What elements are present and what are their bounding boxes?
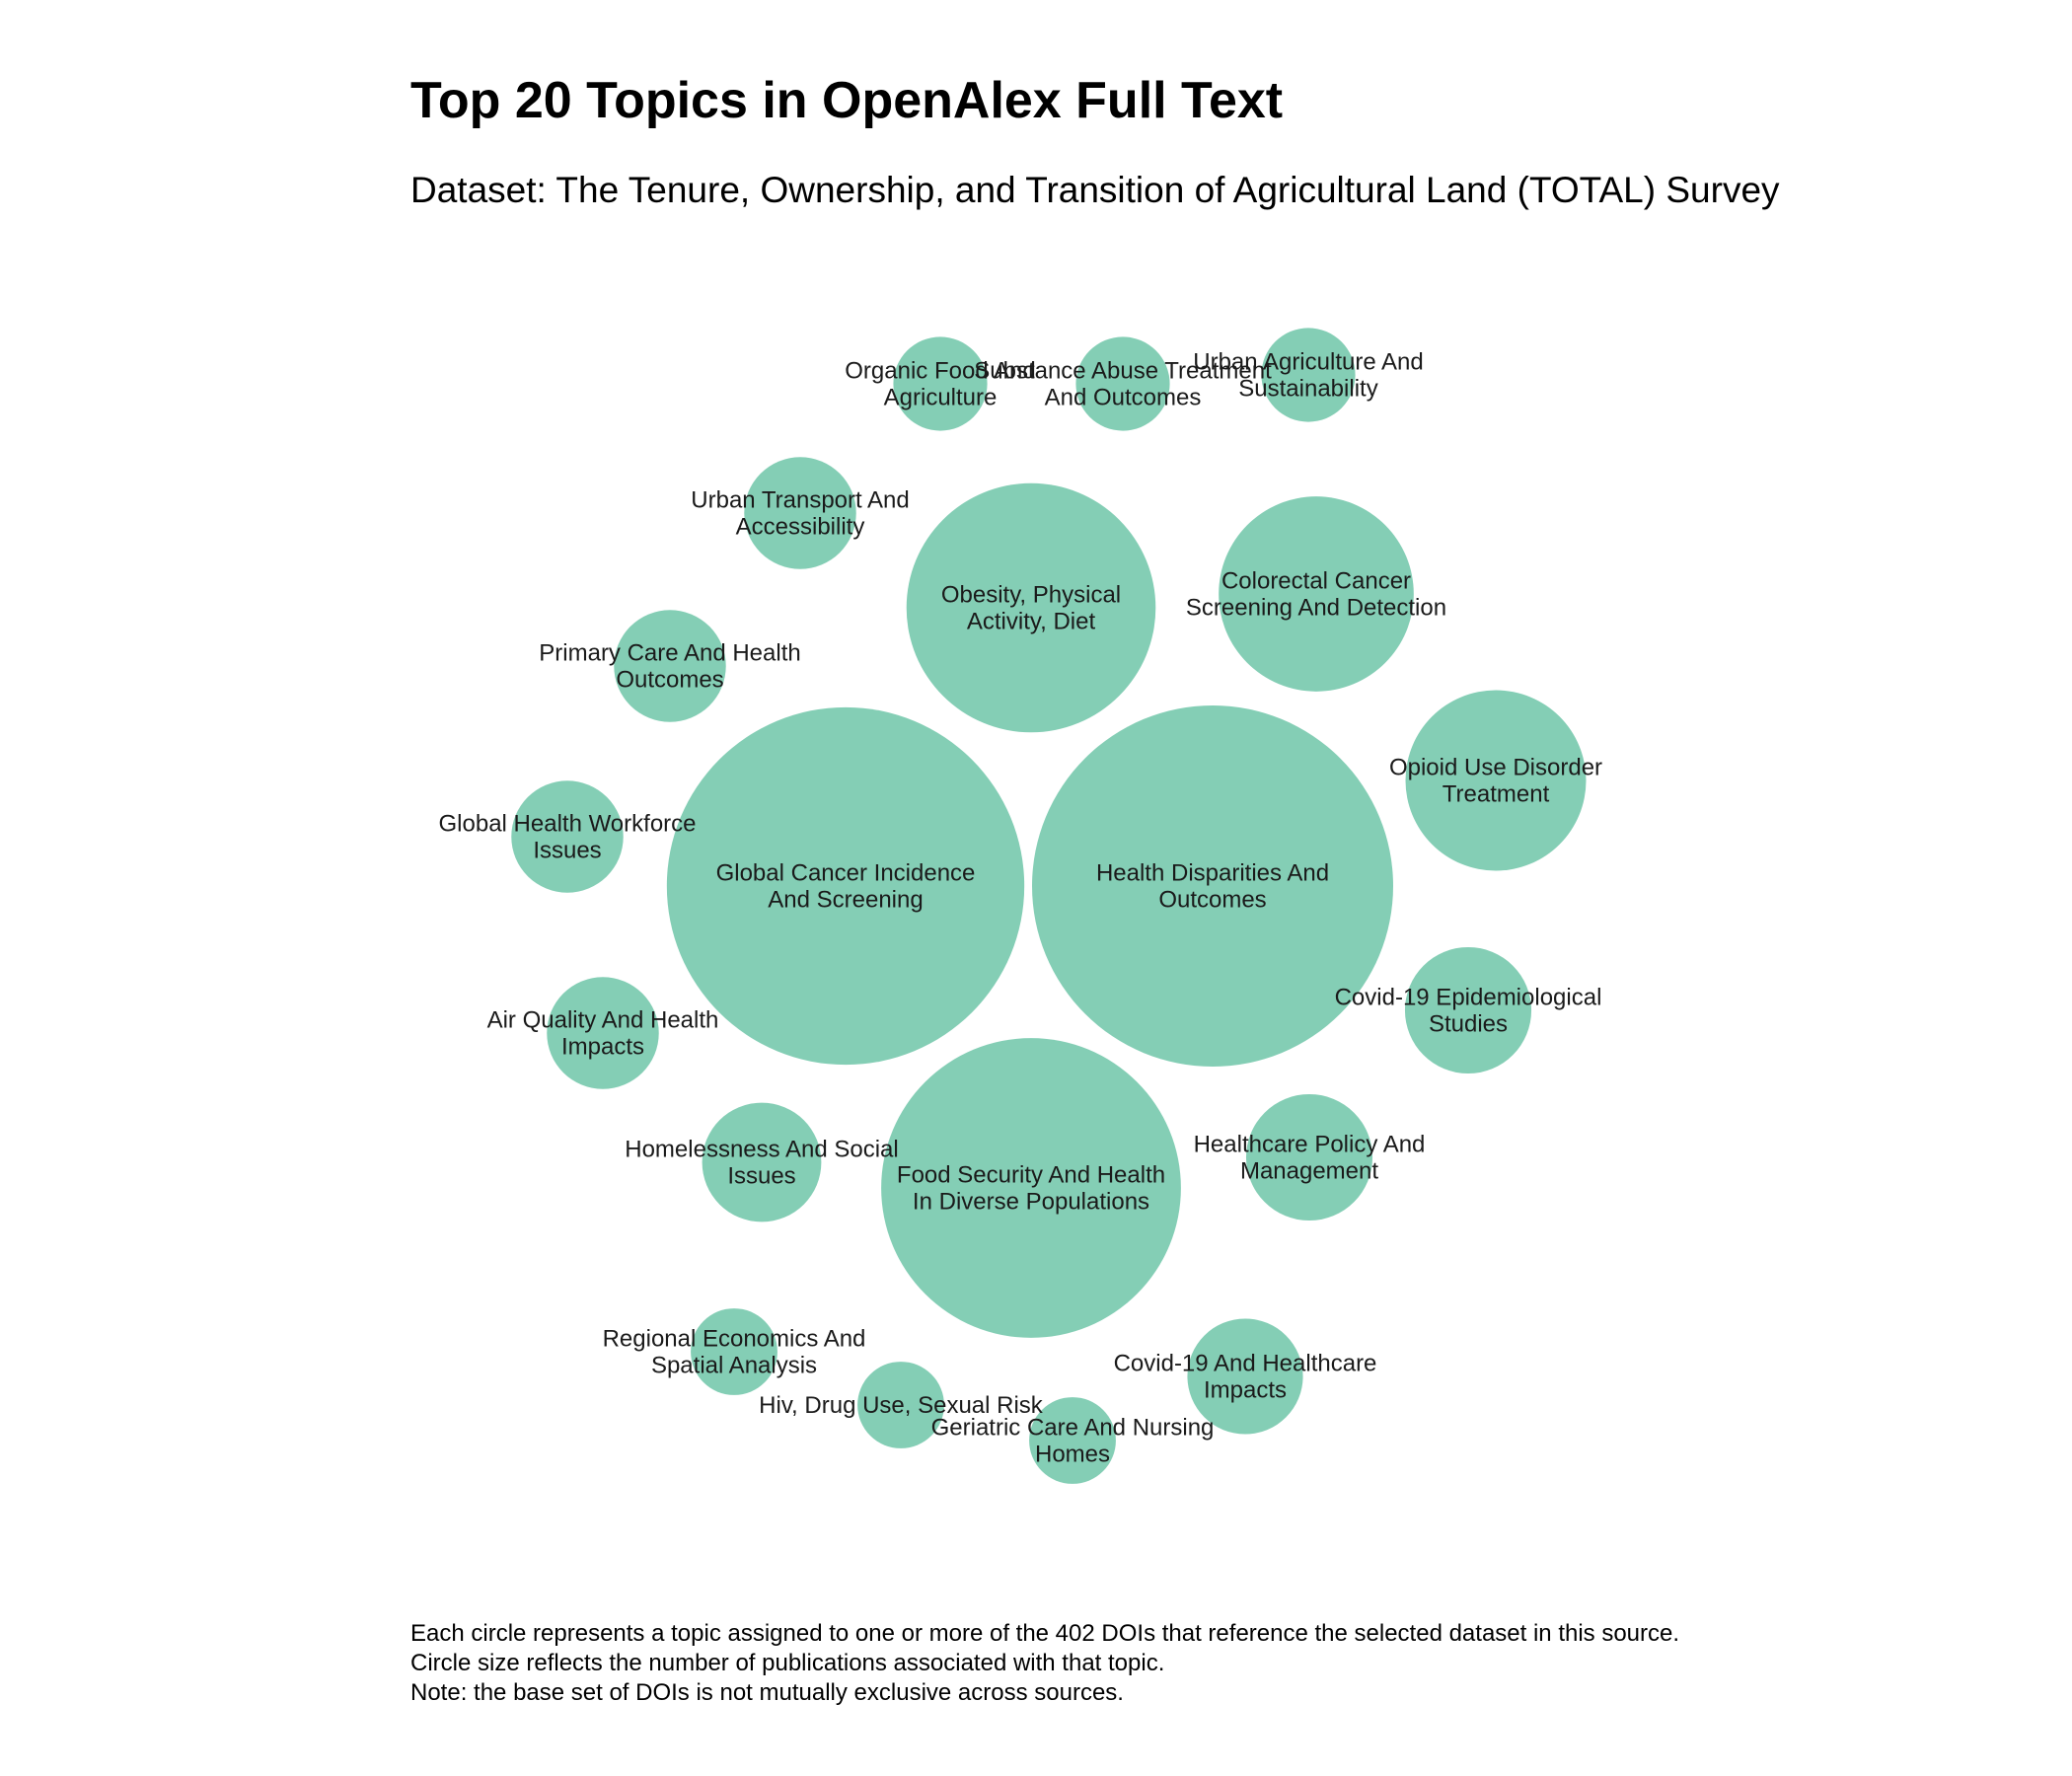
bubble-label-regional-economics-and-spatial-analysis: Regional Economics And Spatial Analysis xyxy=(603,1326,866,1379)
bubble-global-cancer-incidence-and-screening[interactable] xyxy=(666,706,1025,1066)
footnote-line-2: Circle size reflects the number of publi… xyxy=(410,1650,1165,1676)
bubble-label-food-security-and-health-in-diverse-populations: Food Security And Health In Diverse Popul… xyxy=(897,1162,1165,1216)
bubble-label-global-health-workforce-issues: Global Health Workforce Issues xyxy=(439,811,697,864)
bubble-label-urban-transport-and-accessibility: Urban Transport And Accessibility xyxy=(691,487,909,541)
bubble-label-hiv-drug-use-sexual-risk: Hiv, Drug Use, Sexual Risk xyxy=(759,1392,1044,1419)
bubble-label-healthcare-policy-and-management: Healthcare Policy And Management xyxy=(1194,1132,1426,1185)
bubble-label-primary-care-and-health-outcomes: Primary Care And Health Outcomes xyxy=(539,640,800,694)
bubble-label-covid-19-epidemiological-studies: Covid-19 Epidemiological Studies xyxy=(1335,985,1602,1038)
bubble-healthcare-policy-and-management[interactable] xyxy=(1245,1093,1373,1221)
bubble-label-substance-abuse-treatment-and-outcomes: Substance Abuse Treatment And Outcomes xyxy=(974,358,1272,411)
bubble-label-organic-food-and-agriculture: Organic Food And Agriculture xyxy=(845,358,1035,411)
bubble-label-colorectal-cancer-screening-and-detection: Colorectal Cancer Screening And Detection xyxy=(1186,568,1446,622)
bubble-substance-abuse-treatment-and-outcomes[interactable] xyxy=(1075,336,1170,431)
bubble-urban-agriculture-and-sustainability[interactable] xyxy=(1261,328,1356,422)
bubble-geriatric-care-and-nursing-homes[interactable] xyxy=(1029,1397,1116,1484)
bubble-health-disparities-and-outcomes[interactable] xyxy=(1032,705,1393,1067)
bubble-opioid-use-disorder-treatment[interactable] xyxy=(1405,690,1587,871)
bubble-air-quality-and-health-impacts[interactable] xyxy=(547,977,659,1089)
bubble-label-covid-19-and-healthcare-impacts: Covid-19 And Healthcare Impacts xyxy=(1114,1351,1377,1404)
bubble-label-air-quality-and-health-impacts: Air Quality And Health Impacts xyxy=(487,1007,719,1061)
bubble-label-urban-agriculture-and-sustainability: Urban Agriculture And Sustainability xyxy=(1193,349,1423,403)
bubble-colorectal-cancer-screening-and-detection[interactable] xyxy=(1219,496,1414,692)
bubble-label-health-disparities-and-outcomes: Health Disparities And Outcomes xyxy=(1096,860,1329,914)
bubble-food-security-and-health-in-diverse-populations[interactable] xyxy=(881,1038,1181,1338)
bubble-label-geriatric-care-and-nursing-homes: Geriatric Care And Nursing Homes xyxy=(931,1415,1215,1468)
bubble-label-obesity-physical-activity-diet: Obesity, Physical Activity, Diet xyxy=(941,582,1121,635)
bubble-primary-care-and-health-outcomes[interactable] xyxy=(614,610,726,722)
bubble-label-global-cancer-incidence-and-screening: Global Cancer Incidence And Screening xyxy=(716,860,976,914)
bubble-label-homelessness-and-social-issues: Homelessness And Social Issues xyxy=(625,1137,898,1190)
bubble-covid-19-and-healthcare-impacts[interactable] xyxy=(1187,1318,1303,1435)
bubble-homelessness-and-social-issues[interactable] xyxy=(702,1102,822,1222)
bubble-hiv-drug-use-sexual-risk[interactable] xyxy=(857,1362,944,1448)
footnote-line-1: Each circle represents a topic assigned … xyxy=(410,1620,1680,1647)
bubble-urban-transport-and-accessibility[interactable] xyxy=(744,457,856,569)
chart-title: Top 20 Topics in OpenAlex Full Text xyxy=(410,72,1284,129)
bubble-covid-19-epidemiological-studies[interactable] xyxy=(1404,946,1532,1074)
footnote-line-3: Note: the base set of DOIs is not mutual… xyxy=(410,1679,1124,1706)
bubble-obesity-physical-activity-diet[interactable] xyxy=(906,482,1156,733)
chart-footnote: Each circle represents a topic assigned … xyxy=(410,1619,1679,1708)
bubble-regional-economics-and-spatial-analysis[interactable] xyxy=(691,1308,777,1395)
chart-subtitle: Dataset: The Tenure, Ownership, and Tran… xyxy=(410,170,1780,210)
bubble-organic-food-and-agriculture[interactable] xyxy=(893,336,988,431)
bubble-global-health-workforce-issues[interactable] xyxy=(511,780,624,893)
bubble-label-opioid-use-disorder-treatment: Opioid Use Disorder Treatment xyxy=(1389,755,1602,808)
